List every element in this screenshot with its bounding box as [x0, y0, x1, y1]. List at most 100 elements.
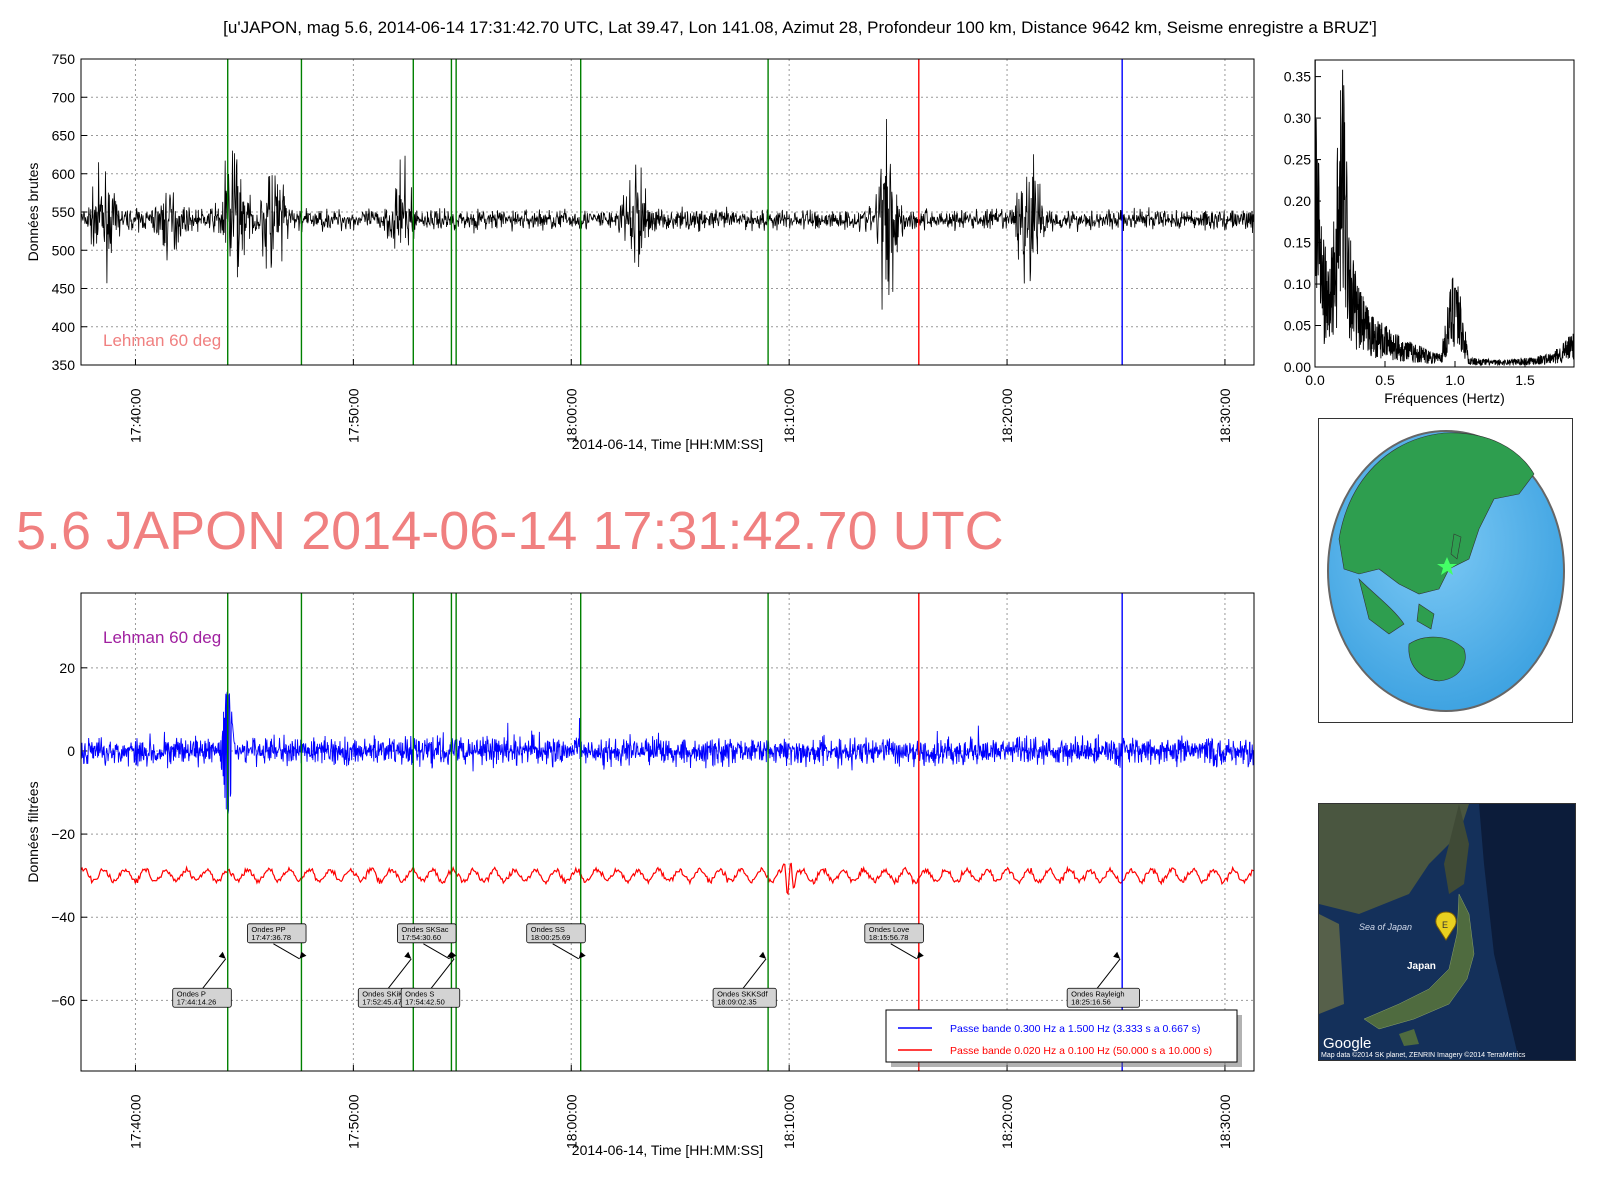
- arrival-arrow: [890, 943, 918, 960]
- arrival-label: Ondes S: [405, 989, 434, 998]
- arrival-box: [864, 923, 924, 944]
- arrival-label: Ondes SKKSdf: [717, 989, 768, 998]
- arrival-time: 18:00:25.69: [531, 933, 571, 942]
- arrival-label: Ondes SS: [531, 925, 565, 934]
- arrival-arrow: [742, 958, 767, 989]
- legend-entry: Passe bande 0.300 Hz a 1.500 Hz (3.333 s…: [950, 1023, 1200, 1035]
- arrow-head-icon: [759, 951, 767, 959]
- google-logo: Google: [1323, 1035, 1371, 1052]
- spectrum-line: [1314, 59, 1575, 366]
- map-label-sea-of-japan: Sea of Japan: [1359, 922, 1412, 932]
- arrival-label: Ondes SKiKP: [362, 989, 408, 998]
- x-tick-label: 18:30:00: [1217, 1094, 1233, 1149]
- plot-frame: [80, 58, 1255, 366]
- arrival-time: 17:54:30.60: [401, 933, 441, 942]
- y-tick-label: −60: [51, 992, 75, 1008]
- map-attribution: Map data ©2014 SK planet, ZENRIN Imagery…: [1321, 1051, 1526, 1059]
- x-tick-label: 17:40:00: [127, 1094, 143, 1149]
- x-tick-label: 1.0: [1445, 372, 1465, 388]
- arrow-head-icon: [218, 951, 226, 959]
- arrival-box: [247, 923, 307, 944]
- x-tick-label: 18:10:00: [781, 1094, 797, 1149]
- y-tick-label: 700: [52, 89, 76, 105]
- arrival-box: [397, 923, 457, 944]
- filtered-series-line: [80, 862, 1255, 896]
- y-axis-label: Données filtrées: [25, 781, 41, 882]
- x-tick-label: 18:20:00: [999, 1094, 1015, 1149]
- arrival-box: [172, 987, 232, 1008]
- raw-seismogram-chart: 350 400 450 500 550 600 650 700 750 17:40:00 17:50…: [25, 51, 1255, 452]
- y-tick-label: 0.30: [1284, 110, 1311, 126]
- x-tick-label: 18:10:00: [781, 388, 797, 443]
- y-tick-label: 0.20: [1284, 193, 1311, 209]
- arrival-arrow: [387, 958, 412, 989]
- y-tick-label: 500: [52, 242, 76, 258]
- y-tick-label: 0.15: [1284, 235, 1311, 251]
- plot-frame: [80, 592, 1255, 1072]
- arrival-annotation: Ondes S17:54:42.50: [400, 951, 461, 1008]
- arrival-box: [526, 923, 586, 944]
- epicenter-star-icon: [1437, 557, 1457, 575]
- map-marker-label: E: [1442, 920, 1448, 930]
- legend: Passe bande 0.300 Hz a 1.500 Hz (3.333 s…: [885, 1009, 1242, 1067]
- legend-entry: Passe bande 0.020 Hz a 0.100 Hz (50.000 …: [950, 1045, 1212, 1057]
- y-tick-label: 550: [52, 204, 76, 220]
- satellite-map-panel: Sea of Japan Japan E Google Map data ©20…: [1318, 803, 1576, 1061]
- arrival-label: Ondes Rayleigh: [1071, 989, 1124, 998]
- arrival-annotation: Ondes P17:44:14.26: [172, 951, 232, 1008]
- y-tick-label: 0.00: [1284, 359, 1311, 375]
- arrival-arrow: [1096, 958, 1121, 989]
- lehman-annotation: Lehman 60 deg: [103, 331, 221, 350]
- arrival-box: [1066, 987, 1140, 1008]
- lehman-annotation: Lehman 60 deg: [103, 628, 221, 647]
- satellite-map: Sea of Japan Japan E Google Map data ©20…: [1319, 804, 1575, 1060]
- map-marker-icon[interactable]: E: [1435, 911, 1457, 941]
- x-tick-label: 17:50:00: [345, 388, 361, 443]
- x-tick-label: 18:00:00: [563, 1094, 579, 1149]
- arrival-time: 18:09:02.35: [717, 997, 757, 1006]
- arrival-arrow: [430, 958, 455, 989]
- arrival-time: 18:25:16.56: [1071, 997, 1111, 1006]
- arrival-arrow: [552, 943, 579, 960]
- x-tick-label: 0.5: [1375, 372, 1395, 388]
- spectrum-chart: 0.00 0.05 0.10 0.15 0.20 0.25 0.30 0.35 0.0 0.5 1.…: [1284, 59, 1575, 406]
- arrival-box: [400, 987, 461, 1008]
- x-tick-label: 0.0: [1305, 372, 1325, 388]
- arrival-time: 17:44:14.26: [177, 997, 217, 1006]
- x-tick-label: 18:30:00: [1217, 388, 1233, 443]
- y-axis-label: Données brutes: [25, 163, 41, 262]
- globe-map: [1327, 430, 1565, 712]
- y-tick-label: 750: [52, 51, 76, 67]
- arrow-head-icon: [404, 951, 412, 959]
- y-tick-label: 0.05: [1284, 318, 1311, 334]
- arrival-time: 17:54:42.50: [405, 997, 445, 1006]
- y-tick-label: 450: [52, 281, 76, 297]
- arrow-head-icon: [1113, 951, 1121, 959]
- x-axis-label: Fréquences (Hertz): [1384, 390, 1505, 406]
- x-tick-label: 17:50:00: [345, 1094, 361, 1149]
- arrival-time: 17:47:36.78: [251, 933, 291, 942]
- arrow-head-icon: [916, 951, 924, 959]
- x-tick-label: 18:00:00: [563, 388, 579, 443]
- arrow-head-icon: [578, 951, 586, 959]
- plot-frame: [1314, 59, 1575, 368]
- arrival-time: 17:52:45.47: [362, 997, 402, 1006]
- x-axis-label: 2014-06-14, Time [HH:MM:SS]: [572, 436, 763, 452]
- raw-signal-line: [80, 119, 1255, 310]
- y-tick-label: 650: [52, 128, 76, 144]
- y-tick-label: 350: [52, 357, 76, 373]
- filtered-series-line: [80, 691, 1255, 814]
- arrival-label: Ondes SKSac: [401, 925, 448, 934]
- y-tick-label: 20: [59, 660, 75, 676]
- y-tick-label: −20: [51, 826, 75, 842]
- x-axis-label: 2014-06-14, Time [HH:MM:SS]: [572, 1142, 763, 1158]
- x-tick-label: 18:20:00: [999, 388, 1015, 443]
- y-tick-label: 0: [67, 743, 75, 759]
- arrival-arrow: [273, 943, 300, 960]
- arrival-arrow: [202, 958, 227, 989]
